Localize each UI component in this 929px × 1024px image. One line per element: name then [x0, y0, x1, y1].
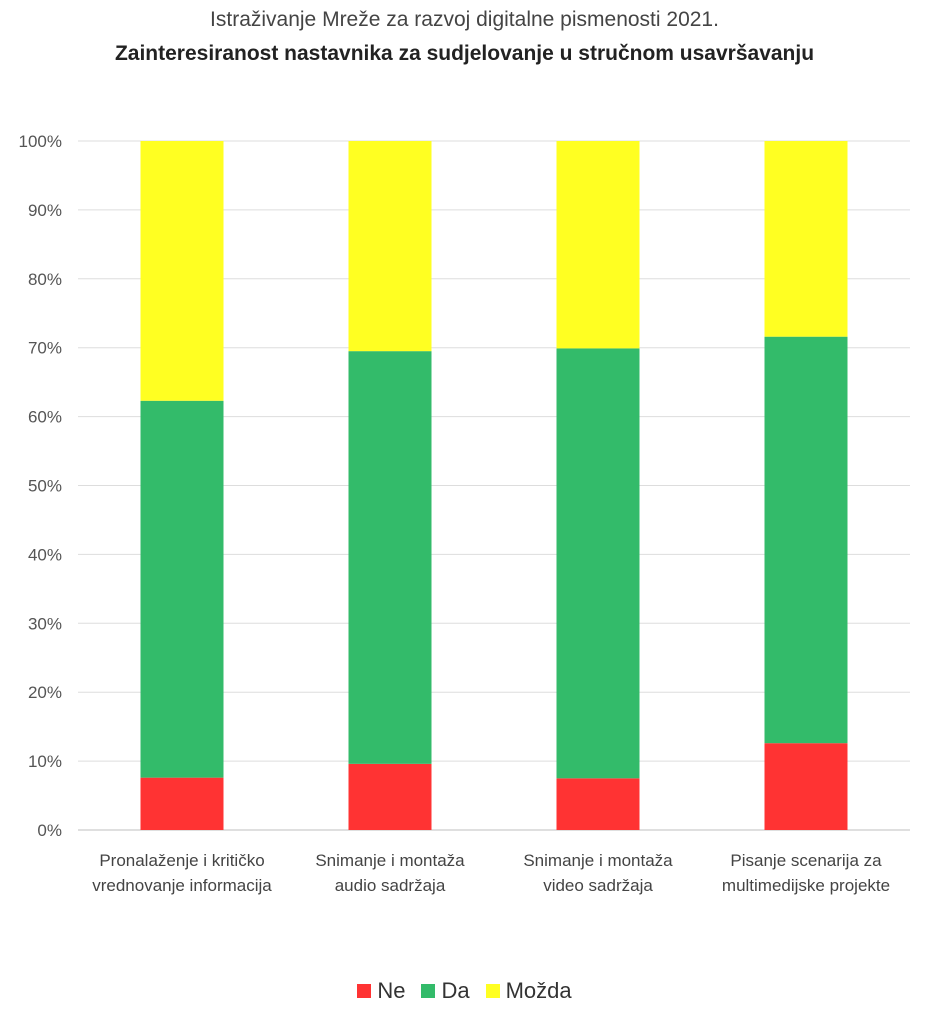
y-tick-label: 70% — [28, 339, 62, 358]
bar-segment — [556, 778, 640, 830]
bar-segment — [348, 351, 432, 764]
y-tick-label: 30% — [28, 614, 62, 633]
x-category-label: video sadržaja — [543, 876, 653, 895]
bar-segment — [764, 336, 848, 744]
y-tick-label: 40% — [28, 545, 62, 564]
bar-segment — [556, 141, 640, 349]
y-tick-label: 20% — [28, 683, 62, 702]
chart-title: Istraživanje Mreže za razvoj digitalne p… — [210, 8, 719, 31]
y-tick-label: 100% — [19, 132, 62, 151]
bar-segment — [764, 743, 848, 830]
x-category-label: audio sadržaja — [335, 876, 446, 895]
chart-plot: 0% 10% 20% 30% 40% 50% 60% 70% 80% 90% 100% Pronala… — [19, 132, 910, 895]
x-category-label: vrednovanje informacija — [92, 876, 272, 895]
legend-swatch-ne — [357, 984, 372, 998]
bar-segment — [140, 777, 224, 830]
bar-segment — [140, 141, 224, 401]
x-category-label: Pisanje scenarija za — [730, 851, 882, 870]
x-category-label: Snimanje i montaža — [315, 851, 465, 870]
chart-legend: Ne Da Možda — [0, 978, 929, 1004]
legend-label-da: Da — [441, 978, 470, 1003]
bar-segment — [556, 348, 640, 779]
legend-item-mozda: Možda — [485, 978, 572, 1004]
x-category-label: multimedijske projekte — [722, 876, 890, 895]
x-category-label: Pronalaženje i kritičko — [99, 851, 264, 870]
legend-swatch-da — [421, 984, 436, 998]
bar-segment — [348, 763, 432, 830]
chart-subtitle: Zainteresiranost nastavnika za sudjelova… — [114, 42, 815, 65]
y-tick-label: 60% — [28, 408, 62, 427]
y-tick-label: 90% — [28, 201, 62, 220]
bar-segment — [140, 400, 224, 778]
y-tick-label: 10% — [28, 752, 62, 771]
y-tick-label: 50% — [28, 477, 62, 496]
legend-label-ne: Ne — [377, 978, 406, 1003]
x-category-label: Snimanje i montaža — [523, 851, 673, 870]
bar-segment — [348, 141, 432, 352]
y-tick-label: 80% — [28, 270, 62, 289]
y-tick-label: 0% — [37, 821, 62, 840]
legend-item-da: Da — [421, 978, 470, 1004]
legend-item-ne: Ne — [357, 978, 405, 1004]
legend-swatch-mozda — [485, 984, 500, 998]
bar-segment — [764, 141, 848, 337]
legend-label-mozda: Možda — [505, 978, 572, 1003]
